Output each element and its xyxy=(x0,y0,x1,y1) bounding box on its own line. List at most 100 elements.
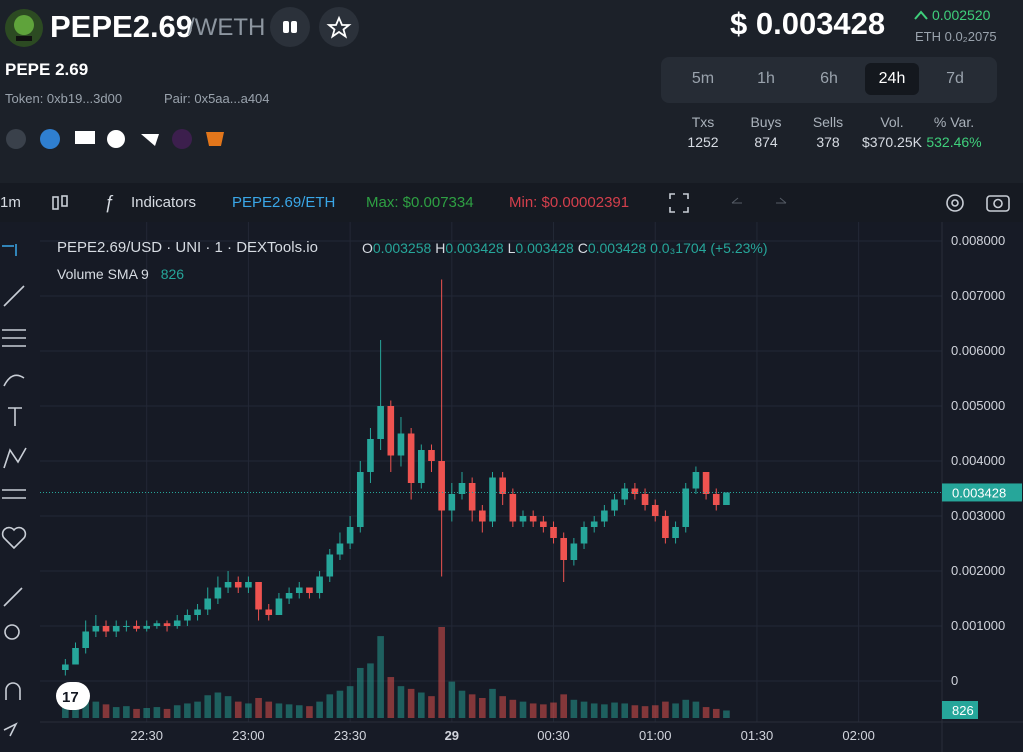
price-change: 0.002520 xyxy=(932,7,991,23)
volume-bar xyxy=(367,663,374,718)
x-tick-label: 22:30 xyxy=(130,728,163,743)
volume-bar xyxy=(631,705,639,718)
tab[interactable]: 6h xyxy=(820,70,838,87)
volume-bar xyxy=(326,694,334,718)
volume-bar xyxy=(163,708,171,718)
candle-body xyxy=(611,499,618,511)
volume-bar xyxy=(336,690,344,718)
candle-body xyxy=(245,582,252,588)
candle-body xyxy=(275,598,283,615)
volume-bar xyxy=(112,707,120,718)
candle-body xyxy=(336,543,344,555)
volume-bar xyxy=(560,694,567,718)
candle-body xyxy=(631,488,639,494)
candle-body xyxy=(377,406,384,439)
max-label: Max: $0.007334 xyxy=(366,194,474,211)
favorite-button[interactable] xyxy=(319,7,359,47)
candle-icon[interactable] xyxy=(50,192,70,214)
candle-body xyxy=(580,527,588,544)
volume-bar xyxy=(712,708,720,718)
candle-body xyxy=(112,626,120,632)
eth-price: ETH 0.0₂2075 xyxy=(915,29,997,44)
volume-bar xyxy=(702,707,710,718)
candle-body xyxy=(397,433,405,456)
volume-bar xyxy=(458,690,466,718)
volume-bar xyxy=(499,696,506,718)
volume-bar xyxy=(285,704,293,718)
volume-bar xyxy=(224,696,232,718)
candle-body xyxy=(295,587,303,593)
candle-body xyxy=(682,488,690,527)
tv-logo-mark: 17 xyxy=(62,689,79,706)
candle-body xyxy=(428,450,435,461)
token-address[interactable]: Token: 0xb19...3d00 xyxy=(5,91,123,106)
legend-title: PEPE2.69/USD · UNI · 1 · DEXTools.io xyxy=(57,239,318,256)
volume-bar xyxy=(611,702,618,718)
volume-bar xyxy=(651,705,659,718)
volume-label: Volume SMA 9 xyxy=(57,266,149,282)
volume-bar xyxy=(316,701,323,718)
candle-body xyxy=(540,521,547,527)
stat-value: 1252 xyxy=(687,134,719,150)
candle-body xyxy=(234,582,242,588)
toolbar-icons[interactable] xyxy=(668,192,798,214)
stat-value: 532.46% xyxy=(926,134,982,150)
volume-bar xyxy=(265,701,273,718)
volume-bar xyxy=(662,701,669,718)
candle-body xyxy=(163,623,171,626)
stat: Txs 1252 xyxy=(668,114,738,150)
candle-body xyxy=(712,494,720,505)
change: 0.0₃1704 (+5.23%) xyxy=(650,240,768,256)
stat: Sells 378 xyxy=(793,114,863,150)
stat: Buys 874 xyxy=(731,114,801,150)
volume-badge xyxy=(942,701,978,719)
candle-body xyxy=(387,406,395,456)
volume-bar xyxy=(529,703,537,718)
stat: % Var. 532.46% xyxy=(919,114,989,150)
binoculars-button[interactable] xyxy=(270,7,310,47)
volume-bar xyxy=(92,701,100,718)
interval[interactable]: 1m xyxy=(0,194,21,211)
settings-icons[interactable] xyxy=(944,191,1014,215)
candle-body xyxy=(306,587,313,593)
y-tick-label: 0.008000 xyxy=(951,233,1005,248)
candle-body xyxy=(489,477,496,522)
candle-body xyxy=(550,527,557,538)
volume-bar xyxy=(346,686,354,718)
candle-body xyxy=(601,510,608,522)
drawing-tools[interactable] xyxy=(0,222,40,752)
timeframe-tabs: 5m 1h 6h 24h 7d xyxy=(661,57,997,103)
candle-body xyxy=(204,598,212,610)
volume-bar xyxy=(133,708,140,718)
tab[interactable]: 5m xyxy=(691,70,715,87)
y-tick-label: 0 xyxy=(951,673,958,688)
avatar xyxy=(5,9,43,47)
tab[interactable]: 1h xyxy=(757,70,775,87)
candle-body xyxy=(133,626,140,629)
candle-body xyxy=(418,450,425,483)
chart: 0 0.001000 0.002000 0.003000 0.004000 0.00500… xyxy=(40,222,1023,752)
o-key: O xyxy=(362,240,373,256)
stat-label: Buys xyxy=(750,114,782,130)
header: PEPE2.69 /WETH PEPE 2.69 Token: 0xb19...… xyxy=(0,0,1023,183)
fx-icon[interactable]: ƒ xyxy=(104,192,115,212)
tab[interactable]: 7d xyxy=(946,70,964,87)
volume-bar xyxy=(397,686,405,718)
volume-bar xyxy=(356,667,364,718)
volume-bar xyxy=(570,699,578,718)
volume-bar xyxy=(692,701,700,718)
indicators-button[interactable]: Indicators xyxy=(131,194,197,211)
volume-bar xyxy=(723,710,730,718)
candle-body xyxy=(529,516,537,522)
volume-bar xyxy=(245,703,252,718)
volume-bar xyxy=(590,703,598,718)
tv-logo xyxy=(56,682,90,710)
stat: Vol. $370.25K xyxy=(857,114,927,150)
pair-address[interactable]: Pair: 0x5aa...a404 xyxy=(164,91,270,106)
tab[interactable]: 24h xyxy=(865,63,919,95)
x-tick-label: 01:30 xyxy=(741,728,774,743)
candle-body xyxy=(346,527,354,544)
volume-bar xyxy=(234,701,242,718)
pair-label: PEPE2.69/ETH xyxy=(232,194,336,211)
candle-body xyxy=(356,472,364,527)
